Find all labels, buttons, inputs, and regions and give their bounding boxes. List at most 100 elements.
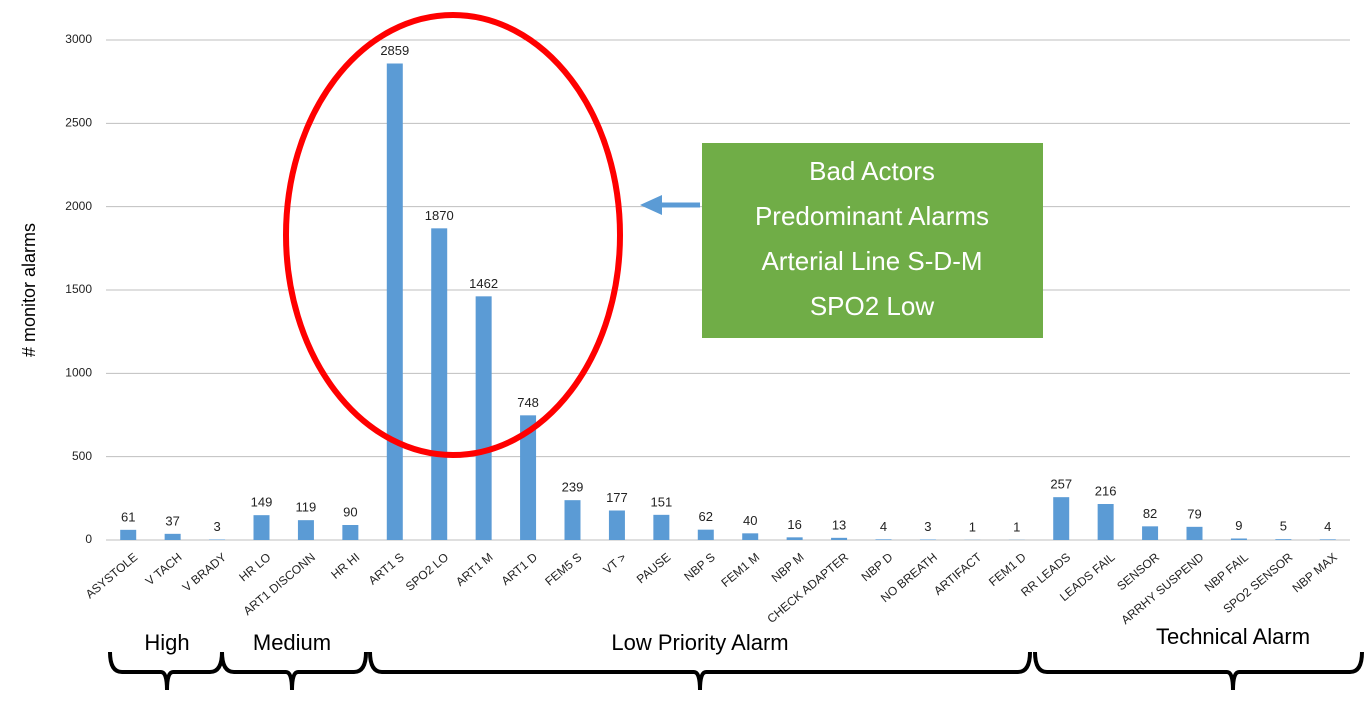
bar <box>697 529 714 540</box>
y-tick-label: 3000 <box>65 32 92 46</box>
y-tick-label: 0 <box>85 532 92 546</box>
bar <box>386 63 403 540</box>
data-label: 61 <box>121 509 135 524</box>
annotation-text: Predominant Alarms <box>755 201 989 231</box>
data-label: 149 <box>251 495 273 510</box>
x-tick-label: SPO2 LO <box>403 550 451 594</box>
data-label: 13 <box>832 517 846 532</box>
data-label: 37 <box>165 513 179 528</box>
data-label: 119 <box>296 500 317 515</box>
bar <box>1230 538 1247 540</box>
bar <box>297 520 314 540</box>
x-tick-label: V BRADY <box>180 550 229 595</box>
data-label: 2859 <box>380 43 409 58</box>
x-tick-label: VT > <box>600 550 629 577</box>
bar <box>253 515 270 540</box>
bar <box>1275 539 1292 540</box>
annotation-text: Bad Actors <box>809 156 935 186</box>
data-label: 9 <box>1235 518 1242 533</box>
x-tick-label: PAUSE <box>634 550 673 586</box>
group-brace <box>1033 651 1364 691</box>
bar <box>475 296 492 540</box>
group-label: Technical Alarm <box>1156 624 1310 649</box>
group-brace <box>108 651 224 691</box>
group-label: Medium <box>253 630 331 655</box>
y-tick-label: 1500 <box>65 282 92 296</box>
bar <box>520 415 537 540</box>
data-label: 3 <box>213 519 220 534</box>
data-label: 216 <box>1095 483 1117 498</box>
bar <box>1319 539 1336 540</box>
data-label: 177 <box>606 490 628 505</box>
data-label: 4 <box>880 519 887 534</box>
x-tick-label: ART1 M <box>453 550 496 589</box>
x-tick-label: HR LO <box>236 550 273 584</box>
data-label: 16 <box>787 517 801 532</box>
bar <box>786 537 803 540</box>
highlight-ellipse <box>283 12 623 458</box>
x-tick-label: FEM5 S <box>542 550 584 589</box>
x-tick-label: FEM1 M <box>718 550 762 590</box>
data-label: 40 <box>743 513 757 528</box>
x-tick-label: HR HI <box>328 550 362 582</box>
group-label: High <box>144 630 189 655</box>
bar <box>1097 504 1114 540</box>
bar <box>1053 497 1070 540</box>
bar <box>209 539 226 540</box>
data-label: 1462 <box>469 276 498 291</box>
bar <box>120 529 137 540</box>
data-label: 1 <box>969 519 976 534</box>
annotation-text: SPO2 Low <box>810 291 935 321</box>
y-tick-label: 500 <box>72 449 92 463</box>
data-label: 79 <box>1187 506 1201 521</box>
x-tick-label: ARRHY SUSPEND <box>1118 550 1206 627</box>
x-tick-label: NBP M <box>769 550 807 585</box>
x-tick-label: ART1 S <box>366 550 407 588</box>
y-axis-label: # monitor alarms <box>19 223 39 357</box>
bar <box>164 533 181 540</box>
x-tick-label: NBP D <box>859 550 896 584</box>
bar <box>875 539 892 540</box>
bar <box>831 537 848 540</box>
y-tick-label: 2000 <box>65 199 92 213</box>
x-tick-label: ART1 D <box>499 550 541 588</box>
x-tick-label: ARTIFACT <box>931 550 985 598</box>
data-label: 1870 <box>425 208 454 223</box>
x-tick-label: NBP S <box>681 550 717 584</box>
data-label: 257 <box>1050 477 1072 492</box>
data-label: 151 <box>651 494 673 509</box>
x-tick-label: CHECK ADAPTER <box>764 550 851 626</box>
bar <box>653 514 670 540</box>
annotation-box <box>702 143 1043 338</box>
group-label: Low Priority Alarm <box>611 630 788 655</box>
group-brace <box>220 651 368 691</box>
data-label: 90 <box>343 504 357 519</box>
bar <box>342 525 359 540</box>
data-label: 4 <box>1324 519 1331 534</box>
bar <box>742 533 759 540</box>
x-tick-label: FEM1 D <box>986 550 1029 589</box>
annotation-text: Arterial Line S-D-M <box>761 246 982 276</box>
y-tick-label: 1000 <box>65 366 92 380</box>
data-label: 3 <box>924 519 931 534</box>
data-label: 239 <box>562 480 584 495</box>
x-tick-label: ASYSTOLE <box>83 550 140 601</box>
data-label: 5 <box>1280 519 1287 534</box>
annotation-arrowhead <box>640 195 662 215</box>
bar <box>608 510 625 540</box>
x-tick-label: NBP MAX <box>1290 550 1340 595</box>
data-label: 1 <box>1013 519 1020 534</box>
y-tick-label: 2500 <box>65 116 92 130</box>
bar <box>431 228 448 541</box>
data-label: 82 <box>1143 506 1157 521</box>
bar <box>919 539 936 540</box>
bar <box>564 500 581 540</box>
bar <box>1186 526 1203 540</box>
x-tick-label: V TACH <box>143 550 185 588</box>
data-label: 748 <box>517 395 539 410</box>
bar <box>1142 526 1159 540</box>
group-brace <box>368 651 1032 691</box>
data-label: 62 <box>699 509 713 524</box>
